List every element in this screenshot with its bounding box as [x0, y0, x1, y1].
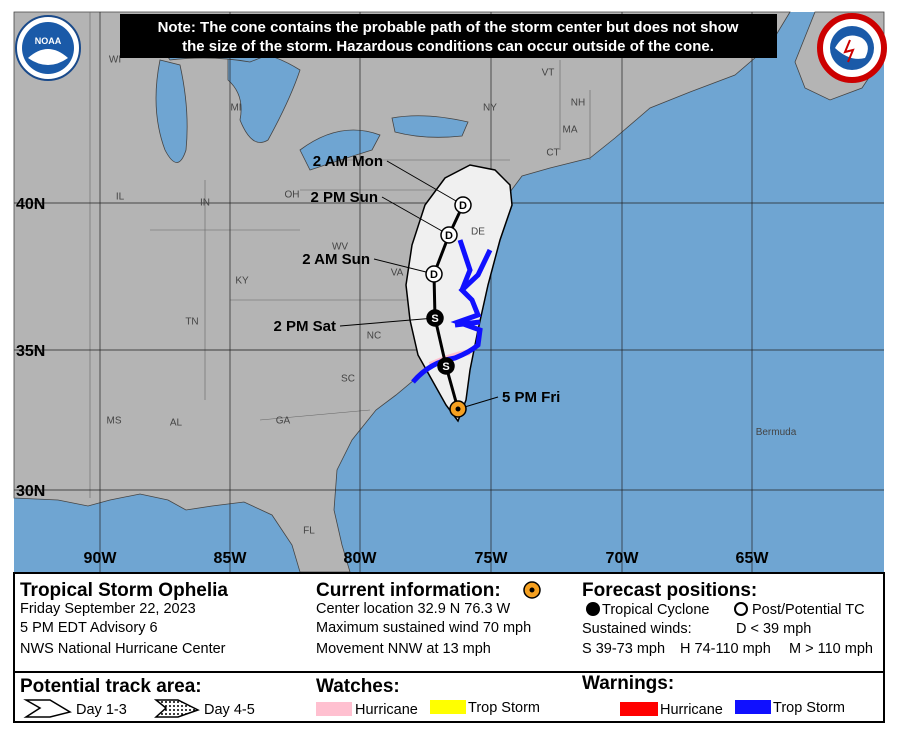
longitude-label: 85W [214, 550, 248, 567]
current-detail: Center location 32.9 N 76.3 W [316, 601, 511, 617]
leader-line [386, 160, 464, 206]
latitude-label: 40N [16, 196, 45, 213]
longitude-label: 75W [475, 550, 509, 567]
forecast-time: 2 PM Sat [273, 318, 336, 335]
forecast-time: 2 AM Sun [302, 251, 370, 268]
legend-label: Day 4-5 [204, 702, 255, 718]
state-label: VT [542, 68, 555, 79]
forecast-point [437, 357, 455, 375]
legend-label: Post/Potential TC [752, 602, 865, 618]
longitude-label: 70W [606, 550, 640, 567]
place-label: Bermuda [756, 427, 797, 438]
storm-name: Tropical Storm Ophelia [20, 580, 228, 601]
logo-text: NOAA [35, 36, 62, 46]
state-label: VA [391, 268, 404, 279]
state-label: GA [276, 416, 291, 427]
tc-icon [586, 602, 600, 616]
forecast-point [426, 309, 444, 327]
legend-label: S 39-73 mph [582, 641, 665, 657]
latitude-label: 35N [16, 343, 45, 360]
leader-line [381, 196, 450, 236]
current-detail: Movement NNW at 13 mph [316, 641, 491, 657]
nws-logo [817, 13, 887, 83]
legend-label: Day 1-3 [76, 702, 127, 718]
state-label: IL [116, 192, 125, 203]
legend-label: Hurricane [660, 702, 723, 718]
state-label: NC [367, 331, 381, 342]
legend-label: Hurricane [355, 702, 418, 718]
note-text: Note: The cone contains the probable pat… [158, 19, 739, 36]
watch-storm-swatch [430, 700, 466, 714]
forecast-time: 2 PM Sun [310, 189, 378, 206]
forecast-symbol: D [430, 269, 438, 281]
leader-line [339, 317, 436, 327]
state-label: TN [185, 317, 198, 328]
day13-icon [23, 699, 72, 718]
legend-label: H 74-110 mph [680, 641, 771, 657]
state-label: MI [230, 103, 241, 114]
state-label: NY [483, 103, 497, 114]
section-title: Current information: [316, 580, 501, 601]
section-title: Potential track area: [20, 676, 202, 697]
forecast-symbol: D [445, 230, 453, 242]
state-label: WI [109, 55, 121, 66]
section-title: Watches: [316, 676, 400, 697]
forecast-symbol: D [459, 200, 467, 212]
state-label: OH [285, 190, 300, 201]
state-label: MS [107, 416, 122, 427]
legend-label: Tropical Cyclone [602, 602, 709, 618]
latitude-label: 30N [16, 483, 45, 500]
section-title: Forecast positions: [582, 580, 757, 601]
current-dot [529, 587, 535, 593]
warning-storm-swatch [735, 700, 771, 714]
forecast-symbol: S [431, 313, 438, 325]
leader-line [373, 258, 435, 275]
storm-detail: Friday September 22, 2023 [20, 601, 196, 617]
forecast-point [454, 196, 472, 214]
current-detail: Maximum sustained wind 70 mph [316, 620, 531, 636]
ptc-icon [734, 602, 748, 616]
state-label: FL [303, 526, 315, 537]
noaa-logo: NOAA [15, 15, 81, 81]
state-label: CT [546, 148, 559, 159]
watch-hurricane-swatch [316, 702, 352, 716]
legend-label: Trop Storm [773, 700, 845, 716]
storm-detail: NWS National Hurricane Center [20, 641, 226, 657]
note-box [120, 14, 777, 58]
forecast-time: 5 PM Fri [502, 389, 560, 406]
legend-label: Trop Storm [468, 700, 540, 716]
state-label: DE [471, 227, 485, 238]
storm-detail: 5 PM EDT Advisory 6 [20, 620, 158, 636]
current-dot [455, 406, 461, 412]
land [13, 11, 791, 573]
forecast-time: 2 AM Mon [313, 153, 383, 170]
state-label: MA [563, 125, 578, 136]
note-text: the size of the storm. Hazardous conditi… [182, 38, 714, 55]
forecast-point [440, 226, 458, 244]
warning-storm [411, 239, 493, 384]
legend-label: M > 110 mph [789, 641, 873, 657]
legend-label: D < 39 mph [736, 621, 811, 637]
state-label: AL [170, 418, 183, 429]
state-label: NH [571, 98, 585, 109]
warning-hurricane-swatch [620, 702, 658, 716]
longitude-label: 80W [344, 550, 378, 567]
forecast-point [425, 265, 443, 283]
longitude-label: 65W [736, 550, 770, 567]
state-label: SC [341, 374, 355, 385]
state-label: IN [200, 198, 210, 209]
longitude-label: 90W [84, 550, 118, 567]
section-title: Warnings: [582, 673, 674, 694]
state-label: WV [332, 242, 348, 253]
legend-label: Sustained winds: [582, 621, 692, 637]
day45-icon [153, 699, 200, 718]
forecast-symbol: S [442, 361, 449, 373]
legend-panel [13, 572, 885, 723]
state-label: KY [235, 276, 249, 287]
map: WI MI NY VT NH MA CT OH IN IL WV VA KY TN NC SC GA AL MS FL… [13, 11, 885, 573]
